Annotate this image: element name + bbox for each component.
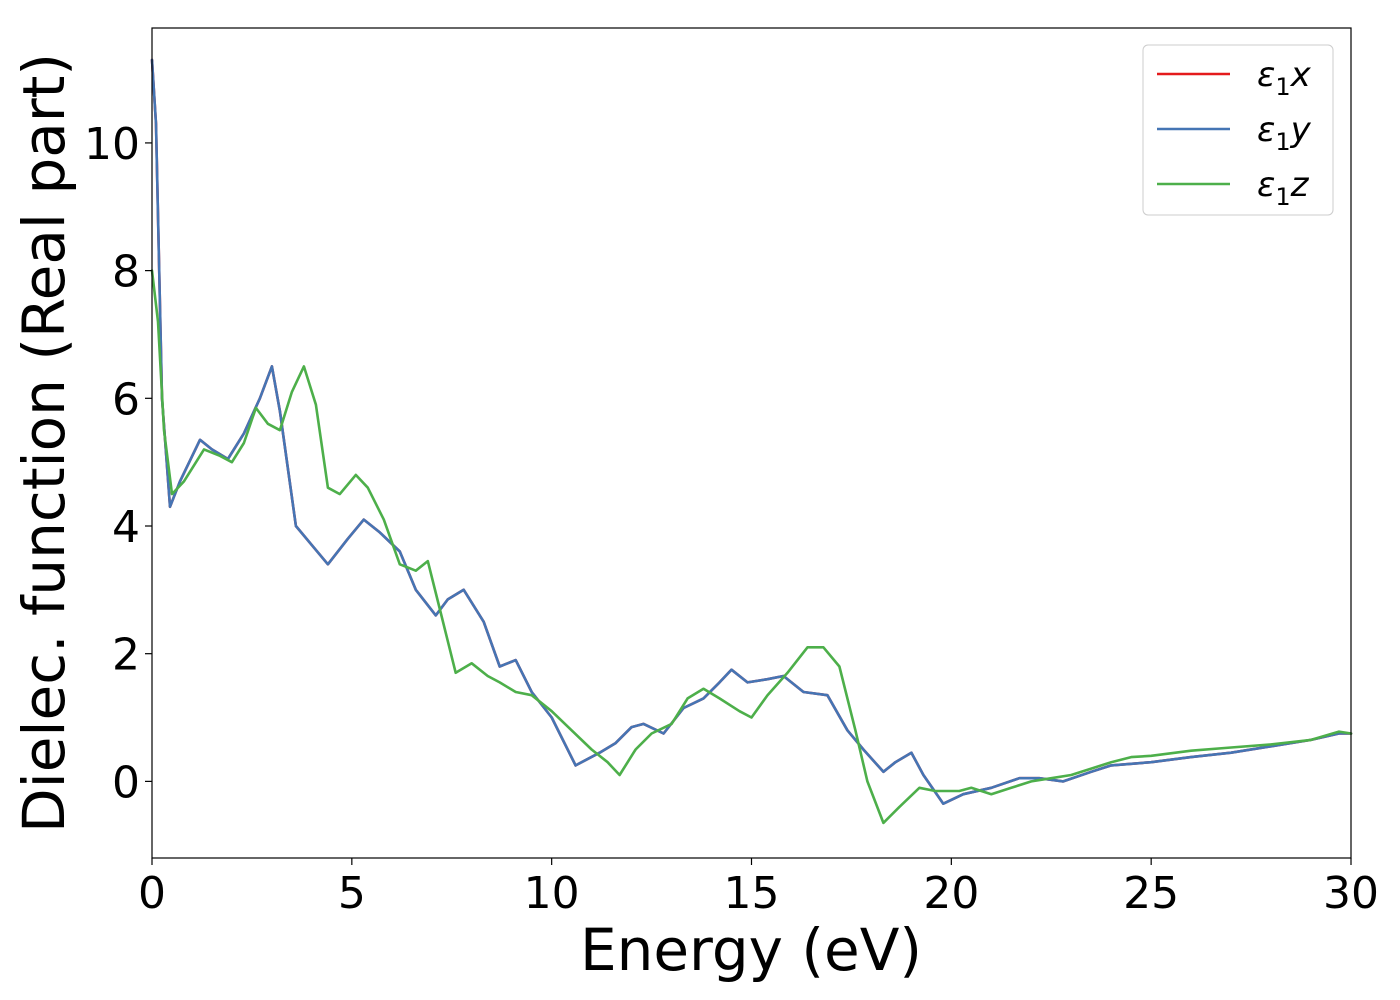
x-tick-label: 5: [338, 868, 366, 919]
x-tick-label: 25: [1123, 868, 1179, 919]
x-axis: 0 5 10 15 20 25 30: [138, 858, 1379, 919]
x-tick-label: 30: [1323, 868, 1379, 919]
series-line-z: [150, 269, 1353, 825]
x-tick-label: 20: [923, 868, 979, 919]
legend-items: ε1x ε1y ε1z: [1157, 55, 1312, 211]
x-axis-label: Energy (eV): [580, 916, 922, 984]
y-tick-label: 8: [112, 247, 140, 298]
y-tick-label: 2: [112, 630, 140, 681]
y-tick-label: 0: [112, 757, 140, 808]
series-layer: [150, 58, 1353, 825]
x-tick-label: 15: [724, 868, 780, 919]
x-tick-label: 0: [138, 868, 166, 919]
legend: ε1x ε1y ε1z: [1142, 44, 1334, 216]
y-tick-label: 10: [84, 119, 140, 170]
legend-label-y: ε1y: [1257, 110, 1312, 156]
legend-box: [1142, 44, 1334, 216]
legend-label-x: ε1x: [1257, 55, 1312, 101]
y-tick-label: 4: [112, 502, 140, 553]
x-tick-label: 10: [524, 868, 580, 919]
series-line-y: [150, 58, 1353, 805]
y-axis-label: Dielec. function (Real part): [10, 53, 78, 833]
y-tick-label: 6: [112, 374, 140, 425]
legend-label-z: ε1z: [1257, 165, 1310, 211]
y-axis: 0 2 4 6 8 10: [84, 119, 152, 808]
